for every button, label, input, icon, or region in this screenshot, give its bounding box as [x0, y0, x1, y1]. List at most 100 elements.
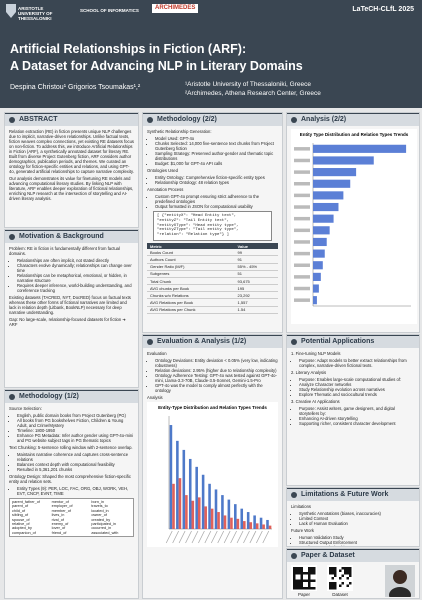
qr-module: [293, 567, 296, 570]
bar: [313, 144, 407, 153]
bar: [217, 512, 220, 529]
bullet: Limited Context: [299, 516, 415, 521]
qr-module: [295, 572, 298, 575]
relation-type: relative_of: [12, 522, 30, 527]
bullet-list: Relationships are often implicit, not st…: [9, 258, 134, 293]
relation-type: employer_of: [51, 504, 73, 509]
qr-code: [327, 565, 353, 591]
qr-module: [293, 572, 296, 575]
qr-module: [308, 582, 311, 585]
qr-module: [308, 569, 311, 572]
bar: [313, 202, 339, 212]
bullet: Relation deviations: 2.95% (higher due t…: [155, 368, 278, 373]
bar: [313, 296, 317, 305]
section-body: Entity Type Distribution and Relation Ty…: [287, 126, 419, 328]
bar: [172, 483, 175, 529]
bullet: Sampling Strategy: Preserved author-gend…: [155, 151, 278, 161]
qr-module: [308, 584, 311, 587]
paragraph: Existing datasets (TACRED, NYT, DocRED) …: [9, 295, 131, 315]
bullet: Enhancing AI-driven storytelling: [299, 416, 415, 421]
category-label-placeholder: [294, 240, 310, 244]
bullet: Lack of Human Evaluation: [299, 521, 415, 526]
relation-type: enemy_of: [51, 522, 69, 527]
bullet: Purpose: Adapt models to better extract …: [299, 358, 415, 368]
category-label-placeholder: [294, 251, 310, 256]
bullet: Analyze Character networks: [299, 382, 415, 387]
bar: [210, 508, 214, 529]
qr-module: [344, 569, 347, 572]
chart: Entity-Type Distribution and Relation Ty…: [147, 402, 278, 547]
relation-type: travels_to: [91, 504, 108, 509]
bullet: Structured Output Enforcement: [299, 540, 415, 545]
paragraph: Analysis: [147, 395, 163, 400]
bar: [185, 495, 188, 529]
table-row: Total Chunk 93,675: [147, 277, 278, 286]
section-title: Paper & Dataset: [287, 549, 419, 562]
bar: [313, 237, 327, 247]
bullet: Budget: $1,000 for GPT-4o API calls: [155, 161, 278, 166]
bar: [313, 179, 351, 188]
qr-module: [295, 587, 298, 590]
table-cell: Authors Count: [147, 255, 235, 264]
category-label-placeholder: [236, 530, 244, 544]
bar: [197, 497, 201, 529]
category-label-placeholder: [230, 530, 237, 544]
paragraph: Relation extraction (RE) in fiction pres…: [9, 129, 134, 174]
relation-type: participated_in: [91, 522, 117, 527]
section: Limitations & Future Work Limitations Synt…: [286, 487, 420, 547]
paragraph: Evaluation: [147, 351, 167, 356]
qr-module: [313, 567, 316, 570]
bullet: Entity Ontology: Comprehensive fiction-s…: [155, 175, 278, 180]
section-title: Methodology (1/2): [5, 390, 138, 403]
photo-head: [393, 570, 407, 584]
section: Motivation & Background Problem: RE in fi…: [4, 229, 139, 388]
qr-module: [310, 567, 313, 570]
table-cell: Subgenres: [147, 270, 235, 278]
qr-module: [298, 587, 301, 590]
section-body: Synthetic Relationship Generation: Model …: [143, 126, 282, 317]
category-label-placeholder: [294, 182, 310, 186]
bullet: GPT-4o was the model to comply almost pe…: [155, 383, 278, 393]
bullet: Relationship Ontology: 48 relation types: [155, 180, 278, 185]
qr-module: [300, 587, 303, 590]
bullet: Maintains narrative coherence and captur…: [17, 452, 134, 462]
category-label-placeholder: [198, 530, 205, 544]
bullet-list: English, public domain books from Projec…: [9, 413, 134, 443]
table-row: Books Count 99: [147, 249, 278, 257]
qr-cell: Dataset: [327, 565, 353, 597]
bar: [243, 521, 246, 529]
qr-module: [334, 584, 337, 587]
relation-type: owner_of: [91, 513, 107, 518]
table-cell: AVG chunks per Book: [147, 284, 235, 293]
table-cell: AVG Relations per Chunk: [147, 306, 235, 314]
qr-module: [331, 582, 334, 585]
qr-module: [303, 572, 306, 575]
logo-text: SCHOOL OF INFORMATICS: [80, 8, 139, 13]
bar: [214, 489, 218, 529]
affiliation: ¹Aristotle University of Thessaloniki, G…: [185, 81, 311, 88]
section-title: Analysis (2/2): [287, 113, 419, 126]
relation-type: member_of: [51, 508, 71, 513]
category-label-placeholder: [294, 286, 310, 291]
bullet: Characters evolve dynamically; relations…: [17, 263, 134, 273]
qr-module: [346, 584, 349, 587]
qr-module: [344, 567, 347, 570]
qr-module: [298, 582, 301, 585]
qr-module: [331, 584, 334, 587]
qr-module: [339, 569, 342, 572]
category-label-placeholder: [255, 530, 263, 544]
bar: [313, 261, 323, 270]
bullet: Requires deeper inference, world-buildin…: [17, 283, 134, 293]
table-cell: 51: [234, 270, 278, 278]
section-body: Problem: RE in fiction is fundamentally …: [5, 243, 138, 332]
bar: [230, 517, 233, 529]
table-row: Gender Ratio (M/F) 55% - 45%: [147, 263, 278, 271]
bullet: Synthetic Annotations (biases, inaccurac…: [299, 511, 415, 516]
relation-type: occurred_in: [91, 526, 112, 531]
paragraph: Annotation Process: [147, 187, 184, 192]
conference: LaTeCH-CLfL 2025: [352, 6, 414, 13]
qr-module: [329, 584, 332, 587]
qr-module: [300, 584, 303, 587]
bullet: Explore Thematic and sociocultural trend…: [299, 392, 415, 397]
relation-type: adopted_by: [12, 526, 32, 531]
